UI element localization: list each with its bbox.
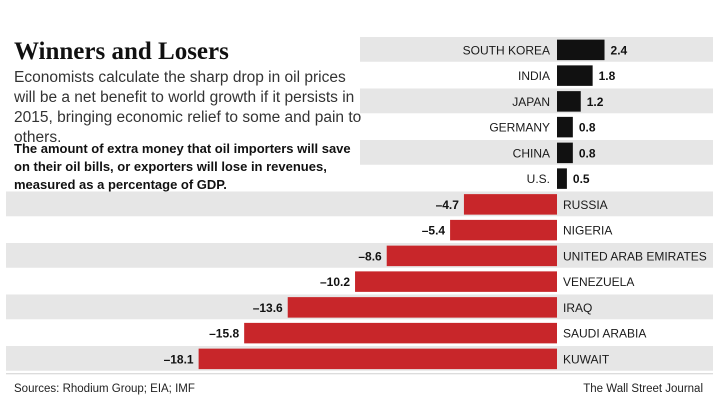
- value-label-russia: –4.7: [436, 198, 460, 212]
- bar-venezuela: [355, 271, 557, 292]
- category-label-kuwait: KUWAIT: [563, 352, 610, 366]
- row-band-china: [360, 140, 713, 165]
- bar-kuwait: [198, 348, 557, 370]
- value-label-kuwait: –18.1: [164, 352, 194, 366]
- category-label-russia: RUSSIA: [563, 198, 608, 212]
- category-label-nigeria: NIGERIA: [563, 224, 612, 238]
- bar-germany: [557, 116, 573, 138]
- value-label-germany: 0.8: [579, 121, 596, 135]
- category-label-saudi-arabia: SAUDI ARABIA: [563, 327, 646, 341]
- category-label-united-arab-emirates: UNITED ARAB EMIRATES: [563, 249, 707, 263]
- category-label-venezuela: VENEZUELA: [563, 275, 634, 289]
- category-label-china: CHINA: [513, 146, 550, 160]
- bar-nigeria: [450, 219, 557, 241]
- bar-russia: [463, 194, 557, 215]
- source-note: Sources: Rhodium Group; EIA; IMF: [14, 383, 195, 395]
- value-label-south-korea: 2.4: [611, 43, 628, 57]
- value-label-japan: 1.2: [587, 95, 604, 109]
- value-label-venezuela: –10.2: [320, 275, 350, 289]
- value-label-iraq: –13.6: [253, 301, 283, 315]
- bar-iraq: [287, 297, 557, 318]
- category-label-iraq: IRAQ: [563, 301, 592, 315]
- row-band-united-arab-emirates: [6, 243, 713, 268]
- row-band-japan: [360, 88, 713, 114]
- row-band-south-korea: [360, 37, 713, 62]
- bar-japan: [557, 91, 581, 112]
- category-label-japan: JAPAN: [512, 95, 550, 109]
- value-label-nigeria: –5.4: [422, 224, 446, 238]
- category-label-u-s: U.S.: [527, 172, 550, 186]
- row-band-russia: [6, 191, 713, 217]
- chart-title: Winners and Losers: [14, 38, 229, 65]
- value-label-u-s: 0.5: [573, 172, 590, 186]
- bar-saudi-arabia: [244, 322, 557, 344]
- value-label-india: 1.8: [599, 69, 616, 83]
- bar-south-korea: [557, 39, 605, 61]
- value-label-china: 0.8: [579, 146, 596, 160]
- bar-india: [557, 65, 593, 86]
- category-label-germany: GERMANY: [489, 121, 550, 135]
- chart-subtitle: Economists calculate the sharp drop in o…: [14, 69, 362, 146]
- value-label-saudi-arabia: –15.8: [209, 327, 239, 341]
- bar-united-arab-emirates: [386, 245, 557, 267]
- bar-china: [557, 142, 573, 164]
- bar-u-s: [557, 168, 567, 189]
- value-label-united-arab-emirates: –8.6: [358, 249, 382, 263]
- credit-note: The Wall Street Journal: [583, 383, 703, 395]
- category-label-south-korea: SOUTH KOREA: [463, 43, 550, 57]
- category-label-india: INDIA: [518, 69, 550, 83]
- chart-description: The amount of extra money that oil impor…: [14, 141, 351, 192]
